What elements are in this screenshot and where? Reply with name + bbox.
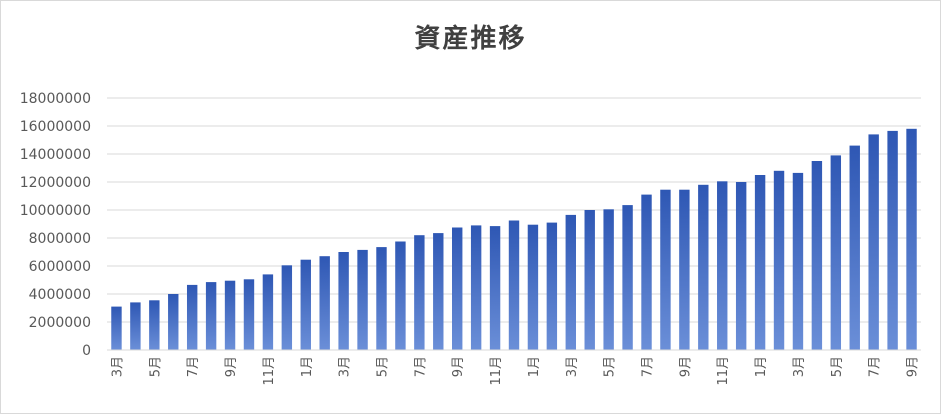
y-tick-label: 6000000 bbox=[29, 259, 91, 275]
bar bbox=[130, 302, 141, 350]
bar bbox=[205, 282, 217, 350]
bar bbox=[319, 256, 330, 350]
bar bbox=[698, 184, 709, 350]
x-tick-label: 7月 bbox=[413, 356, 428, 377]
bar bbox=[452, 227, 463, 350]
bar bbox=[773, 170, 785, 350]
bar bbox=[470, 225, 482, 350]
bar bbox=[508, 220, 520, 350]
bar bbox=[489, 226, 501, 350]
bar bbox=[357, 249, 368, 350]
x-tick-label: 3月 bbox=[565, 356, 580, 377]
x-tick-label: 9月 bbox=[906, 356, 921, 377]
bar bbox=[527, 224, 539, 350]
bar bbox=[262, 274, 274, 350]
bar bbox=[186, 284, 198, 350]
x-tick-label: 9月 bbox=[224, 356, 239, 377]
x-tick-label: 9月 bbox=[678, 356, 693, 377]
bar bbox=[717, 181, 728, 350]
bar bbox=[603, 209, 614, 350]
bar bbox=[641, 194, 652, 350]
bar bbox=[168, 294, 179, 350]
y-tick-label: 18000000 bbox=[20, 91, 91, 107]
x-tick-label: 5月 bbox=[603, 356, 618, 377]
y-tick-label: 8000000 bbox=[29, 231, 91, 247]
y-tick-label: 10000000 bbox=[20, 203, 91, 219]
bar bbox=[887, 130, 898, 350]
bar bbox=[395, 241, 406, 350]
y-tick-label: 12000000 bbox=[20, 175, 91, 191]
bar bbox=[281, 265, 293, 350]
x-tick-label: 11月 bbox=[716, 356, 731, 386]
y-tick-label: 14000000 bbox=[20, 147, 91, 163]
x-tick-label: 7月 bbox=[868, 356, 883, 377]
bar bbox=[338, 252, 349, 350]
bar bbox=[849, 145, 860, 350]
x-tick-label: 5月 bbox=[375, 356, 390, 377]
x-tick-label: 5月 bbox=[148, 356, 163, 377]
x-tick-label: 1月 bbox=[527, 356, 542, 377]
bar bbox=[792, 172, 804, 350]
x-tick-label: 1月 bbox=[754, 356, 769, 377]
x-tick-label: 11月 bbox=[489, 356, 504, 386]
y-tick-label: 16000000 bbox=[20, 119, 91, 135]
bar bbox=[300, 259, 311, 350]
y-tick-label: 4000000 bbox=[29, 287, 91, 303]
bar bbox=[376, 247, 387, 350]
x-tick-label: 3月 bbox=[792, 356, 807, 377]
y-tick-label: 2000000 bbox=[29, 315, 91, 331]
bar bbox=[433, 233, 444, 350]
x-tick-label: 9月 bbox=[451, 356, 466, 377]
bar bbox=[546, 222, 558, 350]
bar bbox=[622, 205, 633, 350]
x-tick-label: 3月 bbox=[338, 356, 353, 377]
bar bbox=[243, 279, 255, 350]
chart-title: 資産推移 bbox=[414, 24, 527, 54]
bar bbox=[111, 306, 122, 350]
bar bbox=[754, 175, 766, 350]
bar bbox=[906, 128, 917, 350]
bar bbox=[868, 134, 879, 350]
x-tick-label: 3月 bbox=[110, 356, 125, 377]
x-tick-label: 11月 bbox=[262, 356, 277, 386]
x-tick-label: 7月 bbox=[641, 356, 656, 377]
bars bbox=[111, 128, 917, 350]
y-axis-tick-labels: 0 2000000 4000000 6000000 8000000 10000000 120… bbox=[20, 91, 91, 359]
bar bbox=[414, 235, 425, 350]
bar bbox=[679, 189, 690, 350]
bar bbox=[149, 300, 160, 350]
x-axis-tick-labels: 3月 5月 7月 9月 11月 1月 3月 5月 7月 9月 11月 1月 3月 5月 7月 9月 11月 1月 3… bbox=[110, 356, 920, 386]
x-tick-label: 7月 bbox=[186, 356, 201, 377]
bar bbox=[811, 161, 823, 350]
bar bbox=[224, 280, 236, 350]
bar bbox=[584, 210, 595, 350]
bar bbox=[735, 182, 747, 350]
bar bbox=[565, 214, 576, 350]
x-tick-label: 1月 bbox=[300, 356, 315, 377]
bar bbox=[660, 189, 671, 350]
x-tick-label: 5月 bbox=[830, 356, 845, 377]
y-tick-label: 0 bbox=[82, 343, 91, 359]
bar bbox=[830, 155, 842, 350]
